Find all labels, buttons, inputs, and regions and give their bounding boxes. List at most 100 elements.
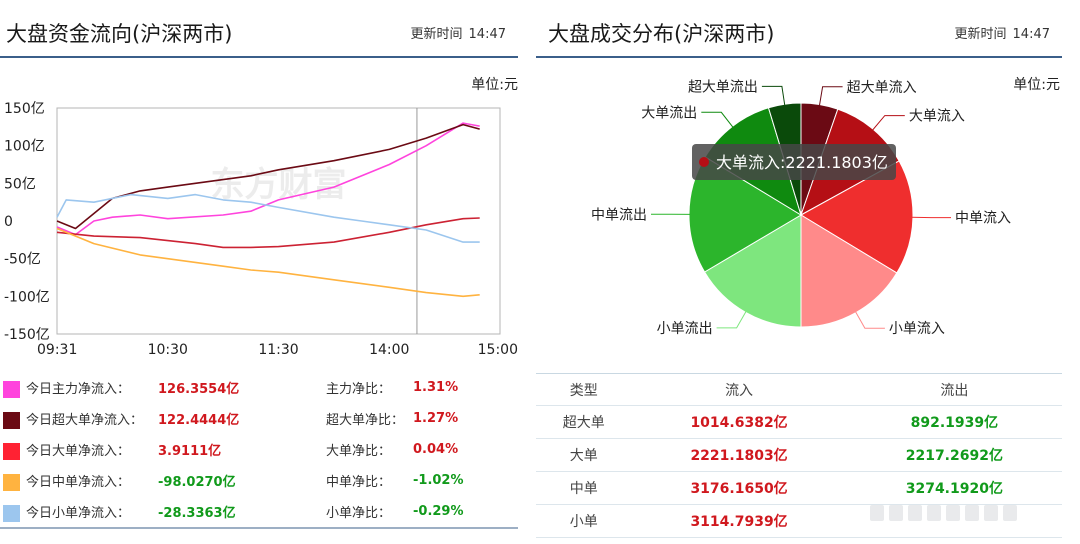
legend-swatch [3, 411, 20, 429]
ratio-label: 中单净比： [326, 475, 392, 490]
watermark-glyph-icon [965, 505, 979, 521]
legend-row: 今日小单净流入： -28.3363亿 小单净比： -0.29% [0, 496, 518, 527]
series-line [56, 193, 480, 243]
table-row: 超大单 1014.6382亿 892.1939亿 [536, 405, 1062, 439]
legend-label: 今日中单净流入： [26, 474, 131, 490]
legend-value: 3.9111亿 [158, 444, 222, 459]
legend-row: 今日主力净流入： 126.3554亿 主力净比： 1.31% [0, 372, 518, 403]
table-header-row: 类型 流入 流出 [536, 373, 1062, 406]
legend-label: 今日小单净流入： [26, 505, 131, 521]
bottom-divider [0, 527, 518, 529]
row-type: 中单 [536, 471, 632, 505]
watermark-glyph-icon [946, 505, 960, 521]
pie-slice-label: 中单流出 [591, 207, 647, 223]
pie-slice-label: 大单流出 [641, 105, 697, 121]
ratio-value: 1.27% [413, 411, 459, 426]
legend-swatch [3, 380, 20, 398]
legend-value: 126.3554亿 [158, 382, 240, 397]
y-tick-label: -100亿 [4, 289, 50, 305]
watermark-glyph-icon [908, 505, 922, 521]
watermark-glyph-icon [870, 505, 884, 521]
distribution-update-time: 更新时间 14:47 [949, 23, 1050, 42]
ratio-value: -1.02% [413, 473, 464, 488]
pie-slice-label: 超大单流入 [847, 80, 917, 96]
legend-swatch [3, 442, 20, 460]
legend-row: 今日超大单净流入： 122.4444亿 超大单净比： 1.27% [0, 403, 518, 434]
row-inflow: 2221.1803亿 [631, 438, 847, 472]
chart-watermark: 东方财富 [211, 165, 347, 205]
row-inflow: 1014.6382亿 [631, 405, 847, 439]
x-tick-label: 11:30 [258, 342, 298, 358]
row-outflow: 3274.1920亿 [846, 471, 1062, 505]
series-line [56, 123, 480, 230]
watermark-glyph-icon [927, 505, 941, 521]
row-outflow: 2217.2692亿 [846, 438, 1062, 472]
pie-leader-line [701, 111, 734, 129]
series-line [56, 122, 480, 236]
table-row: 中单 3176.1650亿 3274.1920亿 [536, 471, 1062, 505]
pie-slice-label: 小单流出 [657, 321, 713, 337]
series-line [56, 217, 480, 249]
header-outflow: 流出 [846, 373, 1062, 406]
ratio-value: 1.31% [413, 380, 459, 395]
update-time-label: 更新时间 [954, 27, 1007, 42]
distribution-title: 大盘成交分布(沪深两市) [548, 22, 775, 46]
fund-flow-title: 大盘资金流向(沪深两市) [6, 22, 233, 46]
pie-leader-line [871, 115, 905, 132]
pie-leader-line [854, 310, 885, 329]
legend-row: 今日中单净流入： -98.0270亿 中单净比： -1.02% [0, 465, 518, 496]
title-divider [0, 56, 518, 58]
watermark-glyph-icon [889, 505, 903, 521]
update-time-label: 更新时间 [410, 27, 463, 42]
x-tick-label: 14:00 [369, 342, 409, 358]
pie-slice-label: 小单流入 [889, 321, 945, 337]
y-tick-label: 50亿 [4, 176, 36, 192]
legend-value: 122.4444亿 [158, 413, 240, 428]
row-outflow: 892.1939亿 [846, 405, 1062, 439]
legend-swatch [3, 473, 20, 491]
x-tick-label: 09:31 [37, 342, 77, 358]
unit-label: 单位:元 [471, 77, 518, 93]
legend-value: -28.3363亿 [158, 506, 236, 521]
title-divider [536, 56, 1062, 58]
x-tick-label: 15:00 [478, 342, 518, 358]
ratio-label: 大单净比： [326, 444, 392, 459]
watermark-glyph-icon [984, 505, 998, 521]
header-inflow: 流入 [631, 373, 847, 406]
pie-slice-label: 超大单流出 [688, 79, 758, 95]
watermark-glyph-icon [1003, 505, 1017, 521]
pie-slice-label: 大单流入 [909, 109, 965, 125]
watermark-icons [870, 505, 1070, 523]
legend-value: -98.0270亿 [158, 475, 236, 490]
trade-distribution-panel: 大盘成交分布(沪深两市) 更新时间 14:47 单位:元 超大单流入 大单流入 中单流… [536, 0, 1062, 544]
legend-label: 今日主力净流入： [26, 381, 131, 397]
distribution-table: 类型 流入 流出 超大单 1014.6382亿 892.1939亿 大单 222… [536, 373, 1062, 538]
pie-leader-line [818, 86, 843, 107]
pie-tooltip: 大单流入:2221.1803亿 [692, 144, 896, 180]
fund-flow-panel: 大盘资金流向(沪深两市) 更新时间 14:47 单位:元 东方财富 150亿 100亿… [0, 0, 518, 544]
y-tick-label: -150亿 [4, 327, 50, 343]
ratio-value: -0.29% [413, 504, 464, 519]
table-row: 小单 3114.7939亿 [536, 504, 1062, 538]
y-tick-label: 100亿 [4, 139, 45, 155]
tooltip-background [692, 144, 896, 180]
y-tick-label: -50亿 [4, 252, 41, 268]
y-tick-label: 150亿 [4, 101, 45, 117]
row-inflow: 3114.7939亿 [631, 504, 847, 538]
update-time-value: 14:47 [468, 27, 506, 42]
fund-flow-update-time: 更新时间 14:47 [405, 23, 506, 42]
ratio-label: 小单净比： [326, 506, 392, 521]
tooltip-marker-icon [699, 157, 709, 167]
series-line [56, 227, 480, 298]
row-inflow: 3176.1650亿 [631, 471, 847, 505]
table-row: 大单 2221.1803亿 2217.2692亿 [536, 438, 1062, 472]
pie-leader-line [716, 310, 747, 329]
row-type: 超大单 [536, 405, 632, 439]
header-type: 类型 [536, 373, 632, 406]
unit-label: 单位:元 [1013, 77, 1060, 93]
legend-swatch [3, 504, 20, 522]
update-time-value: 14:47 [1012, 27, 1050, 42]
ratio-label: 主力净比： [326, 382, 392, 397]
